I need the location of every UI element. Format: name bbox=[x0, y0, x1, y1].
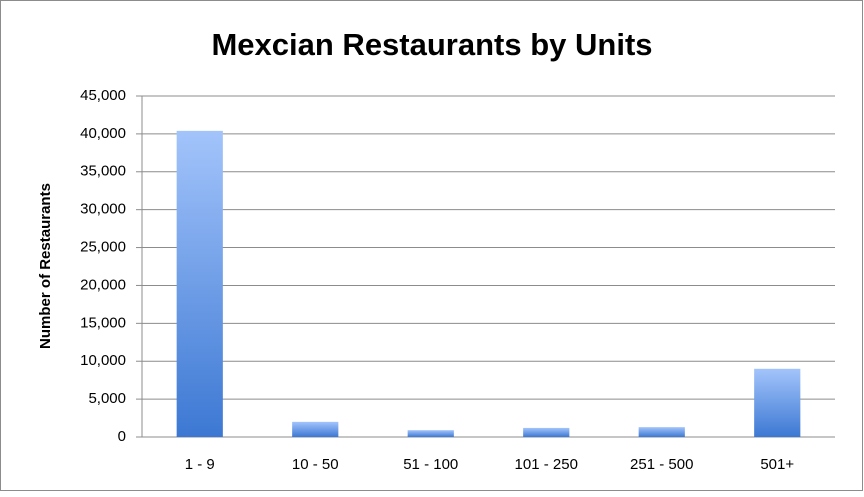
y-tick-label: 25,000 bbox=[80, 239, 126, 256]
bar bbox=[292, 421, 339, 437]
y-tick-label: 40,000 bbox=[80, 125, 126, 142]
x-tick-label: 251 - 500 bbox=[630, 456, 693, 473]
bar bbox=[407, 430, 454, 437]
y-tick-label: 10,000 bbox=[80, 352, 126, 369]
y-axis-label: Number of Restaurants bbox=[37, 183, 54, 349]
x-tick-label: 10 - 50 bbox=[292, 456, 339, 473]
y-tick-label: 20,000 bbox=[80, 276, 126, 293]
bar bbox=[176, 130, 223, 437]
y-tick-label: 30,000 bbox=[80, 201, 126, 218]
bar bbox=[638, 427, 685, 437]
x-tick-label: 1 - 9 bbox=[185, 456, 215, 473]
y-tick-label: 5,000 bbox=[88, 390, 126, 407]
bar bbox=[754, 368, 801, 437]
x-tick-label: 51 - 100 bbox=[403, 456, 458, 473]
y-tick-label: 35,000 bbox=[80, 163, 126, 180]
x-tick-label: 501+ bbox=[760, 456, 794, 473]
y-tick-label: 45,000 bbox=[80, 87, 126, 104]
x-tick-label: 101 - 250 bbox=[515, 456, 578, 473]
bar bbox=[523, 427, 570, 437]
chart-title: Mexcian Restaurants by Units bbox=[211, 27, 652, 62]
y-tick-label: 0 bbox=[118, 428, 126, 445]
y-tick-label: 15,000 bbox=[80, 314, 126, 331]
